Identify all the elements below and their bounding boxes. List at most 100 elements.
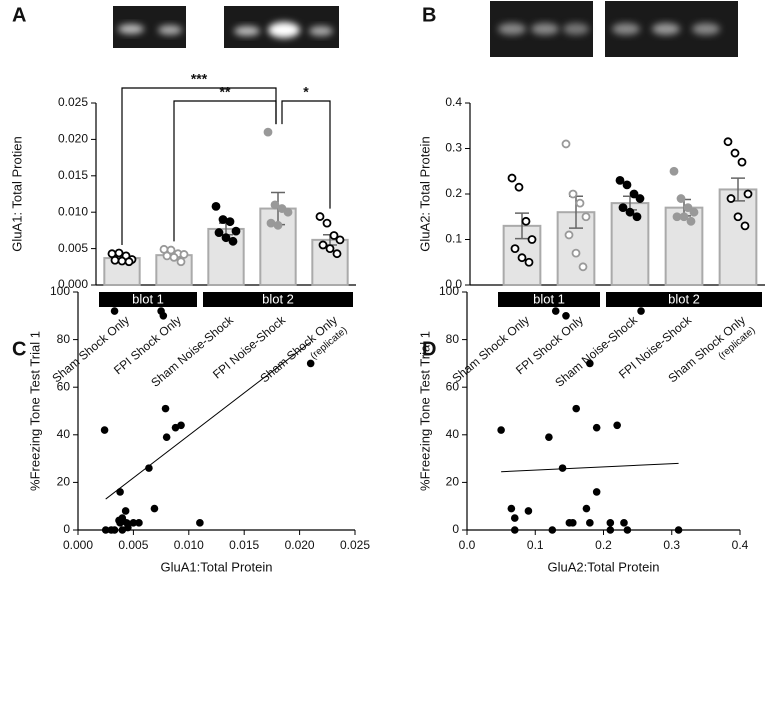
data-point <box>562 312 570 320</box>
data-point <box>110 526 119 534</box>
data-point <box>273 220 283 230</box>
fit-line <box>501 462 679 473</box>
data-point <box>510 244 520 254</box>
data-point <box>548 526 557 534</box>
data-point <box>623 526 632 534</box>
y-tick-label: 20 <box>57 475 71 489</box>
data-point <box>524 257 534 267</box>
data-point <box>225 217 235 227</box>
data-point <box>121 507 130 515</box>
data-point <box>622 180 632 190</box>
data-point <box>689 207 699 217</box>
data-point <box>266 218 276 228</box>
data-point <box>575 198 585 208</box>
blot-image <box>490 1 593 57</box>
y-axis-label: %Freezing Tone Test Trial 1 <box>417 331 432 491</box>
x-tick-label: 0.1 <box>527 538 544 552</box>
panel-label: A <box>12 4 26 26</box>
significance-label: * <box>303 84 309 100</box>
data-point <box>306 359 315 368</box>
data-point <box>592 488 601 496</box>
data-point <box>564 230 574 240</box>
x-tick-label: 0.2 <box>595 538 612 552</box>
x-tick-label: 0.015 <box>229 538 259 552</box>
data-point <box>726 194 736 203</box>
data-point <box>672 212 682 222</box>
data-point <box>615 175 625 185</box>
panel-label: C <box>12 338 26 360</box>
data-point <box>169 252 179 262</box>
data-point <box>606 519 615 527</box>
data-point <box>263 127 273 137</box>
data-point <box>686 216 696 226</box>
data-point <box>743 189 753 199</box>
y-tick-label: 0.000 <box>58 277 88 291</box>
y-tick-label: 0 <box>452 522 459 536</box>
data-point <box>116 488 124 496</box>
data-point <box>115 516 123 525</box>
error-bar <box>515 212 529 240</box>
y-tick-label: 40 <box>446 427 460 441</box>
data-point <box>161 404 170 413</box>
data-point <box>625 207 635 217</box>
data-point <box>510 526 519 534</box>
y-axis-label: GluA1: Total Protien <box>9 136 24 251</box>
data-point <box>676 194 686 203</box>
data-point <box>124 257 134 267</box>
data-point <box>568 519 577 527</box>
x-tick-label: 0.0 <box>459 538 476 552</box>
blot-bar <box>498 292 600 307</box>
data-point <box>117 256 127 266</box>
data-point <box>497 426 505 434</box>
data-point <box>145 464 153 472</box>
data-point <box>322 218 332 228</box>
blot-label: blot 1 <box>132 291 164 306</box>
data-point <box>618 203 628 213</box>
significance-bracket <box>173 100 277 242</box>
blot-label: blot 1 <box>533 291 565 306</box>
blot-label: blot 2 <box>262 291 294 306</box>
significance-bracket <box>121 87 277 245</box>
x-tick-label: 0.4 <box>732 538 749 552</box>
data-point <box>517 253 527 263</box>
x-axis-label: GluA1:Total Protein <box>160 559 272 574</box>
x-tick-label: 0.010 <box>174 538 204 552</box>
data-point <box>524 507 533 515</box>
data-point <box>162 433 171 441</box>
data-point <box>581 212 591 222</box>
blot-image <box>113 6 186 48</box>
data-point <box>110 307 119 315</box>
data-point <box>101 526 110 534</box>
data-point <box>277 204 287 213</box>
data-point <box>270 200 280 210</box>
y-tick-label: 0.025 <box>58 95 88 109</box>
y-tick-label: 60 <box>446 379 460 393</box>
data-point <box>545 433 553 441</box>
blot-label: blot 2 <box>668 291 700 306</box>
data-point <box>568 189 578 199</box>
data-point <box>551 307 560 315</box>
data-point <box>592 423 601 432</box>
x-tick-label: 0.000 <box>63 538 93 552</box>
data-point <box>315 212 325 221</box>
y-tick-label: 40 <box>57 427 71 441</box>
blot-bar <box>203 292 353 307</box>
blot-bar <box>99 292 197 307</box>
significance-bracket <box>281 100 331 209</box>
blot-image <box>224 6 339 48</box>
data-point <box>730 148 740 158</box>
y-tick-label: 20 <box>446 475 460 489</box>
data-point <box>283 207 293 217</box>
blot-bar <box>606 292 762 307</box>
data-point <box>635 194 645 203</box>
data-point <box>586 519 594 527</box>
data-point <box>629 189 639 199</box>
data-point <box>231 226 241 236</box>
data-point <box>733 212 743 222</box>
data-point <box>228 236 238 246</box>
x-tick-label: 0.020 <box>285 538 315 552</box>
data-point <box>118 526 127 534</box>
y-tick-label: 0.0 <box>445 277 462 291</box>
significance-label: *** <box>191 71 208 87</box>
